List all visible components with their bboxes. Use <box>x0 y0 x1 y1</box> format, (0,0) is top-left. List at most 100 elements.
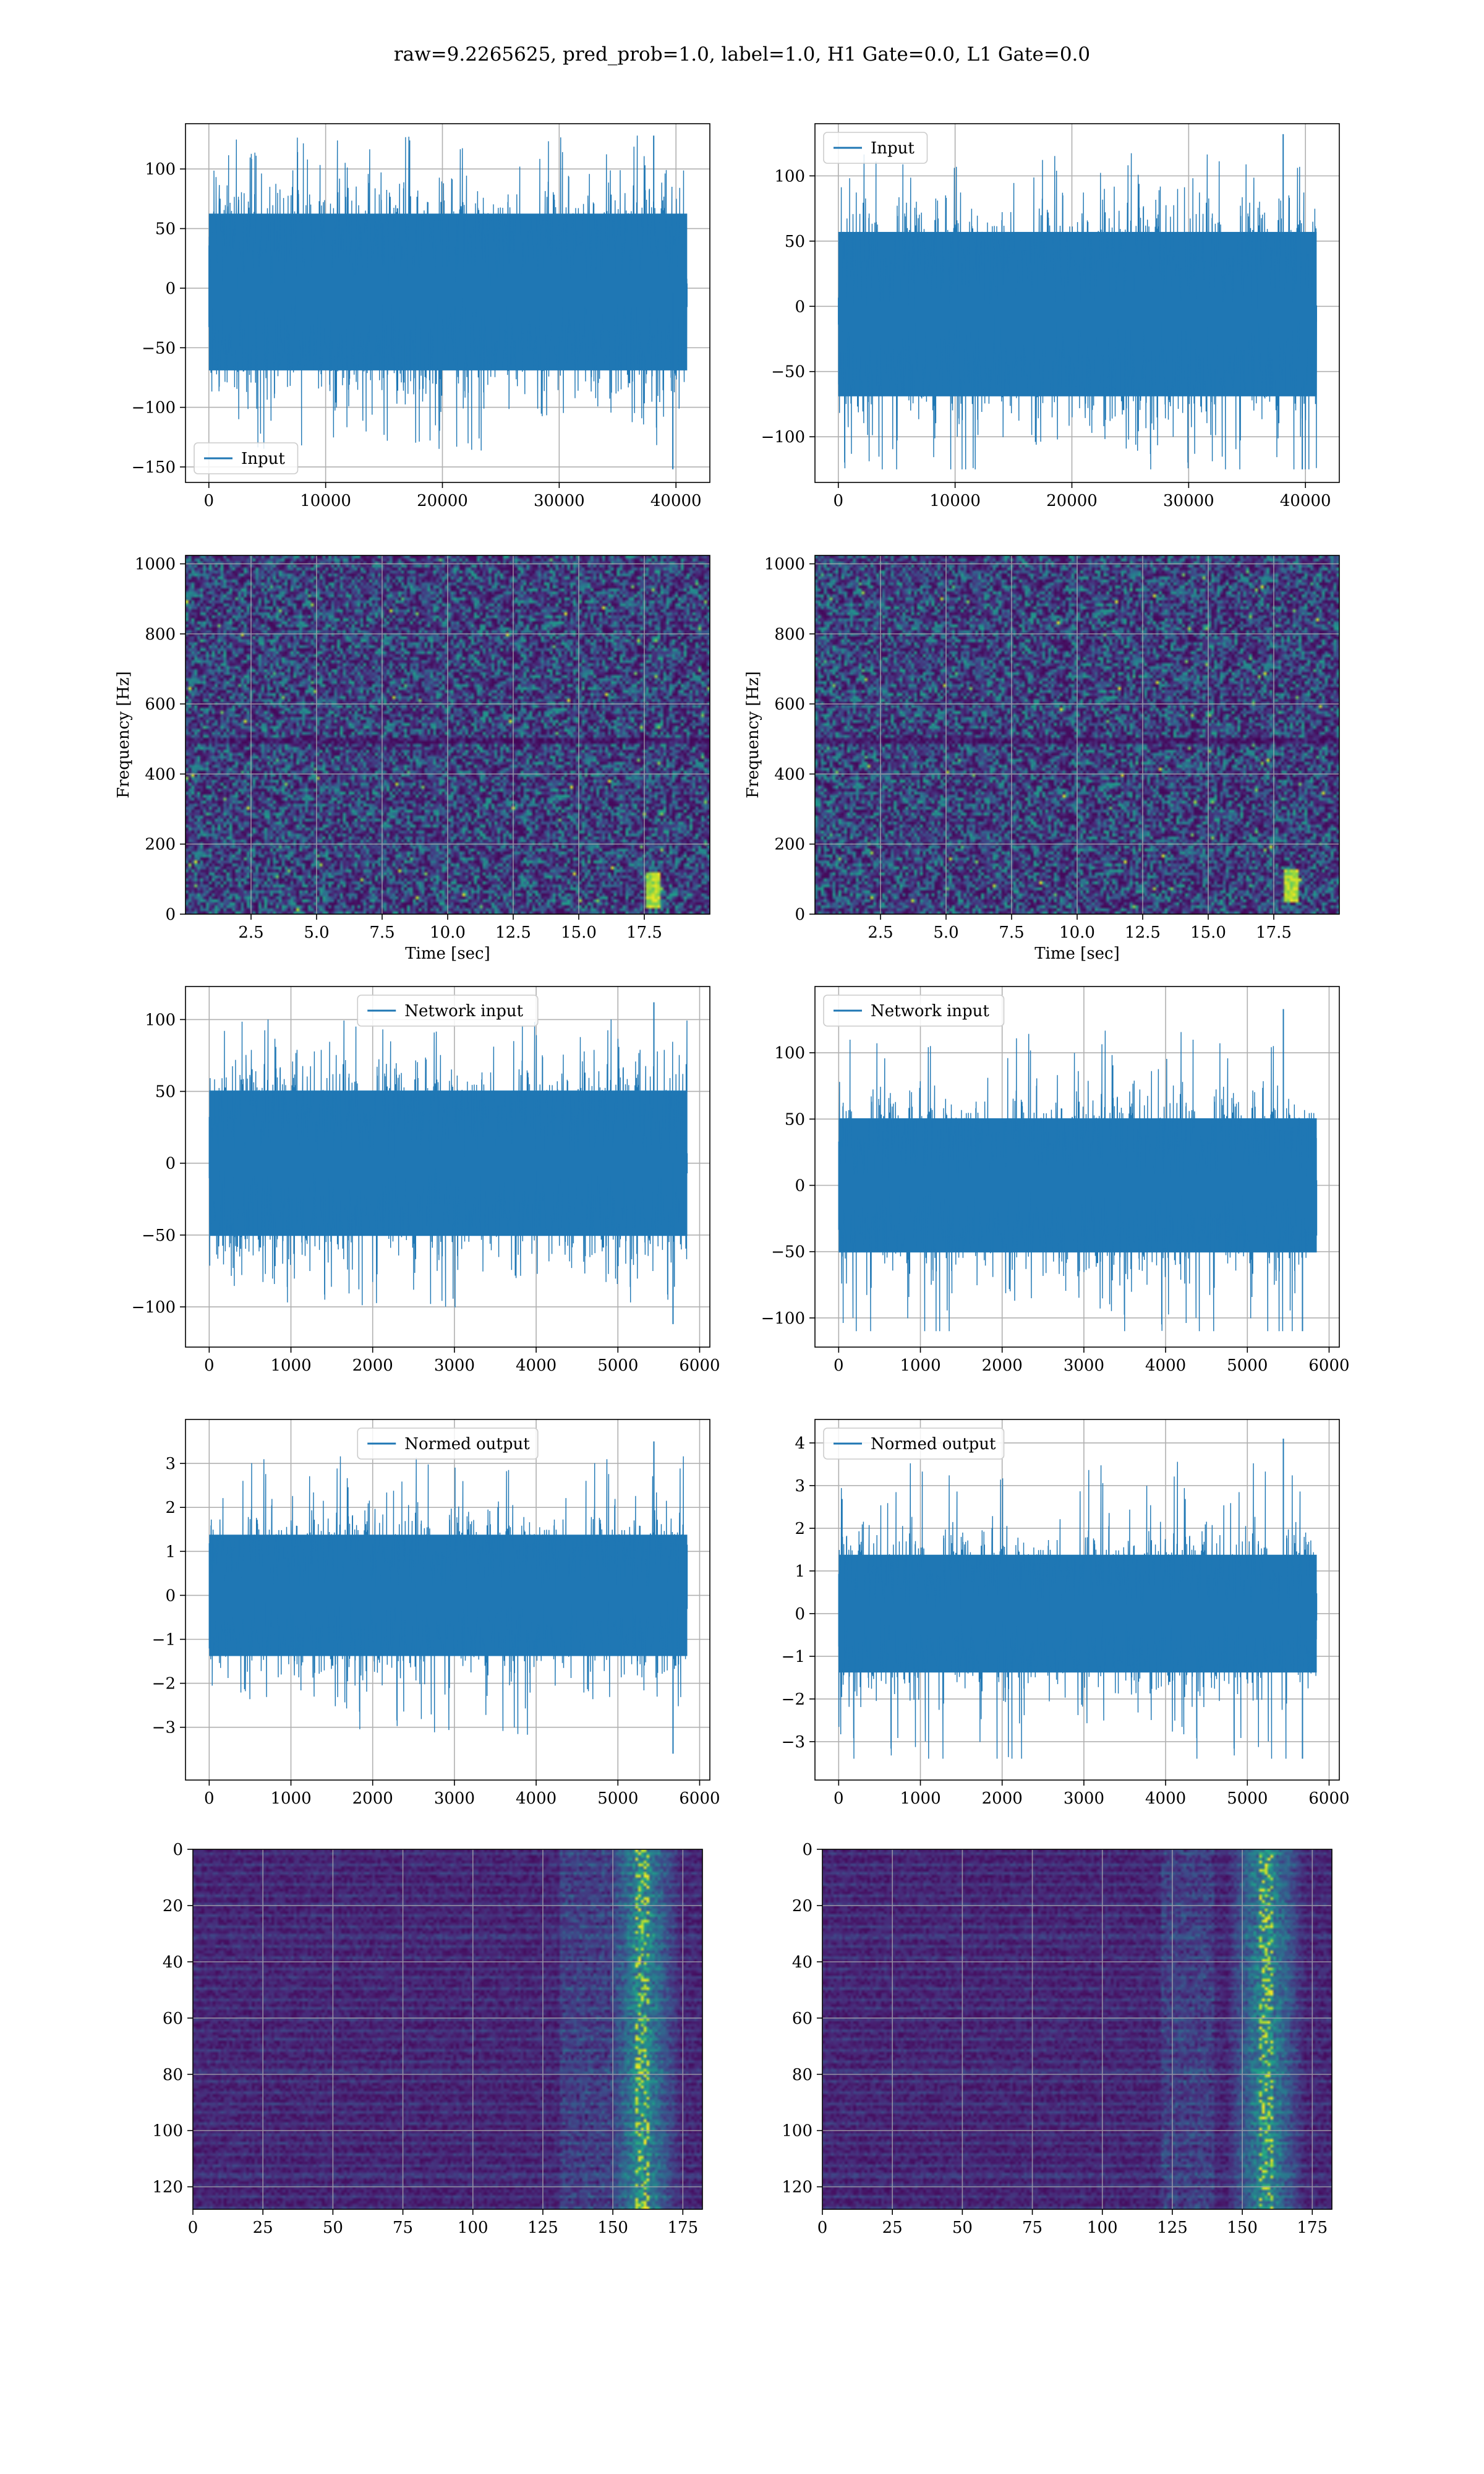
legend: Network input <box>357 995 539 1027</box>
y-tick-label: 0 <box>795 905 805 924</box>
y-tick-label: 120 <box>152 2178 183 2197</box>
x-tick-label: 12.5 <box>495 923 531 942</box>
y-tick-label: 800 <box>774 625 805 644</box>
heatmap-image <box>822 1849 1332 2209</box>
y-tick-label: 400 <box>145 765 176 784</box>
y-tick-label: 40 <box>163 1953 183 1972</box>
y-tick-label: −100 <box>761 428 805 447</box>
y-tick-label: −50 <box>771 363 805 382</box>
y-tick-label: 50 <box>155 220 176 239</box>
y-tick-label: 0 <box>795 1605 805 1624</box>
x-tick-label: 10000 <box>929 492 981 510</box>
y-tick-label: −1 <box>782 1648 805 1666</box>
y-tick-label: 0 <box>165 1586 176 1605</box>
y-tick-label: 20 <box>163 1897 183 1915</box>
y-tick-label: −3 <box>152 1719 176 1737</box>
axes-frame <box>185 123 710 483</box>
legend: Input <box>194 442 299 474</box>
x-tick-label: 20000 <box>417 492 468 510</box>
x-tick-label: 4000 <box>516 1789 556 1808</box>
x-tick-label: 7.5 <box>999 923 1024 942</box>
panel-l1-feature-map: 0 25 50 75 100 125 150 175 0 20 40 60 80 100 120 <box>782 1841 1333 2237</box>
panel-l1-spectrogram: 2.5 5.0 7.5 10.0 12.5 15.0 17.5 0 200 400 600 800 10… <box>744 555 1340 963</box>
y-tick-label: 3 <box>795 1477 805 1496</box>
y-tick-label: 0 <box>165 1155 176 1173</box>
y-tick-label: 100 <box>145 1011 176 1029</box>
y-tick-label: 200 <box>145 836 176 854</box>
y-tick-label: 0 <box>802 1841 812 1859</box>
x-tick-label: 1000 <box>270 1789 311 1808</box>
heatmap-image <box>193 1849 702 2209</box>
axes-frame <box>185 1419 710 1781</box>
x-axis-label: Time [sec] <box>1034 944 1120 963</box>
x-tick-label: 75 <box>393 2219 413 2237</box>
x-tick-label: 75 <box>1022 2219 1043 2237</box>
y-tick-label: 800 <box>145 625 176 644</box>
y-tick-label: 2 <box>165 1499 176 1517</box>
y-tick-label: −2 <box>152 1675 176 1693</box>
series-line <box>208 135 688 451</box>
y-tick-label: 50 <box>785 1110 805 1129</box>
y-tick-label: 40 <box>792 1953 812 1972</box>
y-tick-label: 120 <box>782 2178 812 2197</box>
x-tick-label: 4000 <box>1145 1356 1186 1375</box>
x-tick-label: 20000 <box>1046 492 1098 510</box>
y-tick-label: 100 <box>782 2122 812 2141</box>
y-tick-label: 0 <box>795 1177 805 1196</box>
y-axis-label: Frequency [Hz] <box>114 671 133 798</box>
x-tick-label: 10.0 <box>1059 923 1095 942</box>
x-tick-label: 2.5 <box>238 923 263 942</box>
legend-box <box>357 1427 539 1460</box>
legend-label: Network input <box>871 1002 989 1021</box>
x-tick-label: 2000 <box>352 1789 393 1808</box>
legend-box <box>823 995 1005 1027</box>
y-tick-label: −50 <box>142 1226 176 1245</box>
y-tick-label: 100 <box>152 2122 183 2141</box>
x-tick-label: 6000 <box>679 1789 720 1808</box>
legend-box <box>194 442 299 474</box>
legend-label: Normed output <box>404 1435 530 1453</box>
x-tick-label: 3000 <box>1064 1356 1104 1375</box>
legend: Normed output <box>823 1427 1005 1460</box>
x-tick-label: 100 <box>458 2219 488 2237</box>
y-tick-label: 100 <box>774 167 805 186</box>
x-tick-label: 30000 <box>1163 492 1214 510</box>
y-tick-label: −2 <box>782 1690 805 1709</box>
x-tick-label: 125 <box>1157 2219 1188 2237</box>
panel-l1-normed-output: 0 1000 2000 3000 4000 5000 6000 −3 −2 −1 0 1 2 3 4 Norm… <box>782 1419 1350 1808</box>
y-tick-label: −100 <box>132 1298 176 1317</box>
x-tick-label: 0 <box>834 1789 844 1808</box>
y-tick-label: 20 <box>792 1897 812 1915</box>
y-tick-label: 80 <box>163 2066 183 2084</box>
x-tick-label: 0 <box>833 492 843 510</box>
y-tick-label: −100 <box>761 1309 805 1328</box>
y-tick-label: 100 <box>774 1044 805 1063</box>
x-tick-label: 6000 <box>1308 1789 1349 1808</box>
y-tick-label: 100 <box>145 160 176 179</box>
x-tick-label: 100 <box>1087 2219 1118 2237</box>
legend: Normed output <box>357 1427 539 1460</box>
y-tick-label: 50 <box>785 233 805 251</box>
legend-label: Input <box>241 450 285 468</box>
legend-label: Network input <box>404 1002 523 1021</box>
series-line <box>838 153 1317 469</box>
y-tick-label: 50 <box>155 1083 176 1102</box>
x-tick-label: 0 <box>817 2219 828 2237</box>
x-axis-label: Time [sec] <box>405 944 490 963</box>
series-line <box>208 1456 688 1735</box>
y-tick-label: 60 <box>792 2010 812 2028</box>
x-tick-label: 6000 <box>1308 1356 1349 1375</box>
legend: Network input <box>823 995 1005 1027</box>
axes-frame <box>185 986 710 1348</box>
x-tick-label: 25 <box>882 2219 903 2237</box>
x-tick-label: 5000 <box>597 1789 638 1808</box>
legend-label: Normed output <box>871 1435 996 1453</box>
panel-l1-input: 0 10000 20000 30000 40000 −100 −50 0 50 100 Input <box>761 123 1340 510</box>
panel-h1-network-input: 0 1000 2000 3000 4000 5000 6000 −100 −50 0 50 100 Ne… <box>132 986 720 1375</box>
y-tick-label: 1000 <box>135 555 176 574</box>
x-tick-label: 12.5 <box>1125 923 1161 942</box>
x-tick-label: 150 <box>1227 2219 1258 2237</box>
x-tick-label: 175 <box>1297 2219 1328 2237</box>
x-tick-label: 6000 <box>679 1356 720 1375</box>
